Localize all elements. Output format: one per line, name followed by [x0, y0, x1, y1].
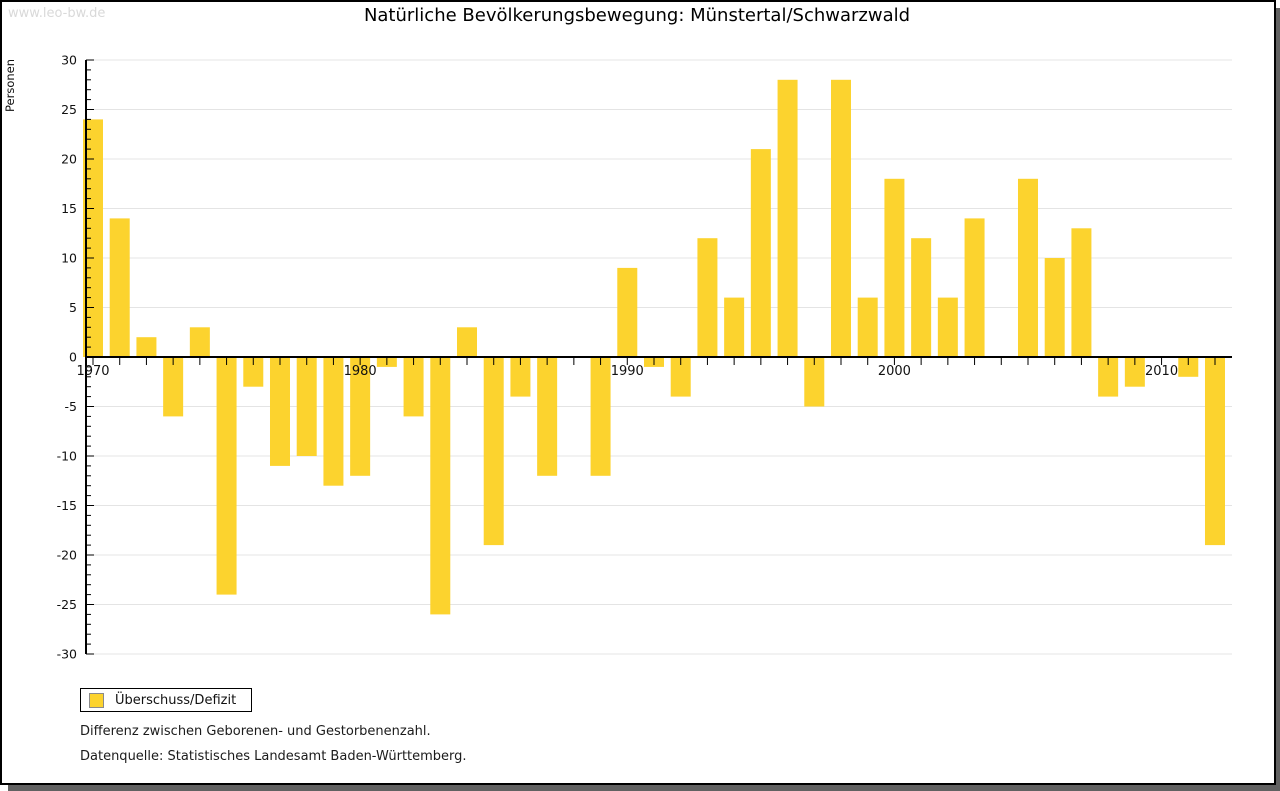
y-tick-label--25: -25 — [57, 597, 77, 612]
y-tick-label--30: -30 — [57, 647, 77, 662]
bar-1999 — [857, 297, 878, 357]
y-tick-label-15: 15 — [61, 201, 77, 216]
bar-2008 — [1098, 357, 1119, 397]
bar-1992 — [670, 357, 691, 397]
bar-2012 — [1204, 357, 1225, 546]
bar-1987 — [537, 357, 558, 476]
bar-1993 — [697, 238, 718, 357]
window-shadow-bottom — [8, 785, 1280, 791]
y-tick-label-5: 5 — [69, 300, 77, 315]
bar-1982 — [403, 357, 424, 417]
y-tick-label-10: 10 — [61, 251, 77, 266]
bar-1986 — [510, 357, 531, 397]
y-tick-label-25: 25 — [61, 102, 77, 117]
bar-1995 — [750, 149, 771, 357]
bar-2007 — [1071, 228, 1092, 357]
bar-1990 — [617, 267, 638, 357]
bar-1998 — [830, 79, 851, 358]
window-shadow-right — [1276, 8, 1280, 791]
bar-1994 — [724, 297, 745, 357]
watermark: www.leo-bw.de — [8, 6, 106, 21]
y-tick-label-30: 30 — [61, 53, 77, 68]
x-tick-label-1970: 1970 — [76, 364, 109, 379]
bar-1983 — [430, 357, 451, 615]
y-tick-label--20: -20 — [57, 548, 77, 563]
bar-2003 — [964, 218, 985, 357]
bar-1985 — [483, 357, 504, 546]
y-axis-title: Personen — [3, 59, 17, 112]
x-tick-label-1980: 1980 — [344, 364, 377, 379]
page-title: Natürliche Bevölkerungsbewegung: Münster… — [363, 5, 911, 26]
bar-1996 — [777, 79, 798, 358]
x-tick-label-2000: 2000 — [878, 364, 911, 379]
y-tick-label--10: -10 — [57, 449, 77, 464]
legend-color-swatch-icon — [89, 692, 104, 708]
bar-1979 — [323, 357, 344, 486]
x-tick-label-1990: 1990 — [611, 364, 644, 379]
legend-label: Überschuss/Defizit — [115, 692, 237, 708]
bar-1980 — [350, 357, 371, 476]
bar-2006 — [1044, 258, 1065, 357]
bar-1984 — [456, 327, 477, 357]
bar-2005 — [1017, 178, 1038, 357]
bar-1974 — [189, 327, 210, 357]
y-tick-label-0: 0 — [69, 350, 77, 365]
bar-1978 — [296, 357, 317, 456]
bar-1997 — [804, 357, 825, 407]
bar-1976 — [243, 357, 264, 387]
y-tick-label--5: -5 — [65, 399, 77, 414]
footnote-source: Datenquelle: Statistisches Landesamt Bad… — [80, 749, 467, 764]
bar-2009 — [1124, 357, 1145, 387]
legend-box: Überschuss/Defizit — [80, 688, 252, 712]
y-tick-label--15: -15 — [57, 498, 77, 513]
bar-1977 — [269, 357, 290, 466]
x-tick-label-2010: 2010 — [1145, 364, 1178, 379]
bar-2011 — [1178, 357, 1199, 377]
bar-1975 — [216, 357, 237, 595]
bar-1973 — [163, 357, 184, 417]
bar-2000 — [884, 178, 905, 357]
bar-1989 — [590, 357, 611, 476]
bar-2002 — [937, 297, 958, 357]
bar-2001 — [911, 238, 932, 357]
bar-1971 — [109, 218, 130, 357]
footnote-definition: Differenz zwischen Geborenen- und Gestor… — [80, 724, 431, 739]
y-tick-label-20: 20 — [61, 152, 77, 167]
bar-1972 — [136, 337, 157, 357]
